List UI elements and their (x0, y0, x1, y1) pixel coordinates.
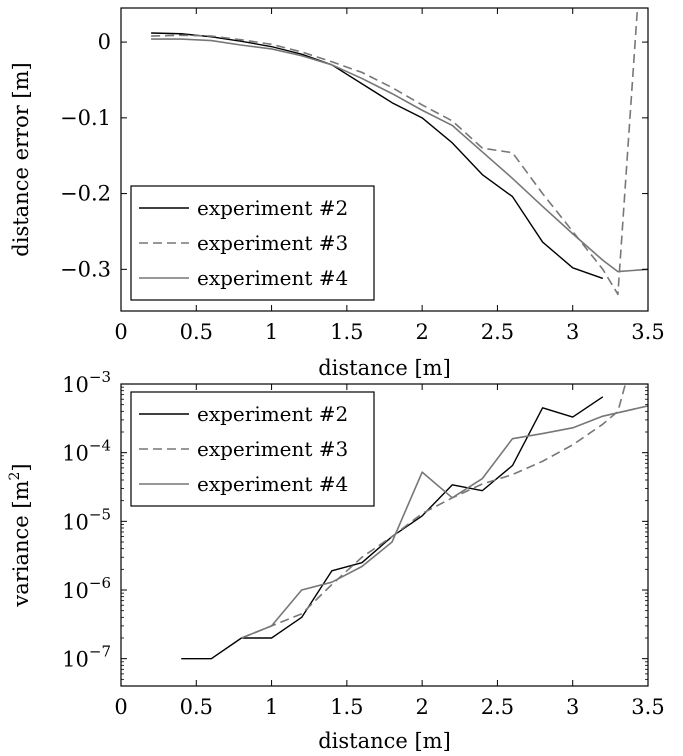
distance-error-x-tick-label: 0.5 (180, 320, 213, 344)
variance-series-layer (181, 384, 648, 660)
variance-x-tick-label: 3 (566, 695, 579, 719)
variance-y-axis-title-superscript: 2 (7, 472, 23, 481)
distance-error-y-tick-label: −0.1 (60, 106, 111, 130)
distance-error-x-tick-label: 3 (566, 320, 579, 344)
variance-y-tick-label: 10−7 (62, 643, 111, 672)
variance-y-axis-title-end: ] (9, 463, 33, 471)
distance-error-x-tick-label: 0 (114, 320, 127, 344)
distance-error-y-ticks: 0 −0.1 −0.2 −0.3 (60, 30, 648, 281)
variance-x-tick-label: 1.5 (330, 695, 363, 719)
variance-legend-box (130, 391, 375, 507)
distance-error-series-experiment-4-line (151, 38, 648, 273)
variance-chart: 0 0.5 1 1.5 2 2.5 3 3.5 10−7 10−6 10−5 10−4 10−3 di… (7, 368, 665, 753)
distance-error-x-tick-label: 3.5 (631, 320, 664, 344)
variance-legend-label-experiment-4: experiment #4 (197, 472, 348, 496)
variance-y-axis-title-base: variance [m (9, 480, 33, 607)
distance-error-plot-frame (120, 7, 649, 312)
distance-error-series-layer (151, 8, 648, 296)
variance-x-tick-label: 0 (114, 695, 127, 719)
distance-error-series-experiment-2-line (151, 32, 604, 280)
distance-error-legend-label-experiment-2: experiment #2 (197, 196, 348, 220)
variance-x-tick-label: 2 (415, 695, 428, 719)
distance-error-x-axis-title: distance [m] (318, 356, 451, 380)
distance-error-legend: experiment #2 experiment #3 experiment #4 (130, 185, 375, 301)
variance-x-tick-label: 2.5 (481, 695, 514, 719)
variance-legend-label-experiment-3: experiment #3 (197, 437, 348, 461)
distance-error-x-tick-label: 1 (265, 320, 278, 344)
distance-error-y-axis-title: distance error [m] (9, 62, 33, 256)
variance-legend: experiment #2 experiment #3 experiment #4 (130, 391, 375, 507)
variance-x-ticks: 0 0.5 1 1.5 2 2.5 3 3.5 (114, 384, 665, 719)
distance-error-chart: 0 0.5 1 1.5 2 2.5 3 3.5 0 −0.1 −0.2 −0.3 distance … (9, 7, 665, 380)
distance-error-y-tick-label: 0 (98, 30, 111, 54)
distance-error-x-tick-label: 2.5 (481, 320, 514, 344)
variance-series-experiment-4-line (241, 405, 648, 639)
distance-error-y-tick-label: −0.3 (60, 257, 111, 281)
variance-y-tick-label: 10−5 (62, 505, 111, 534)
variance-y-tick-label: 10−3 (62, 368, 111, 397)
variance-y-axis-title: variance [m2] (7, 463, 33, 607)
distance-error-x-tick-label: 1.5 (330, 320, 363, 344)
variance-x-axis-title: distance [m] (318, 729, 451, 753)
variance-y-tick-label: 10−4 (62, 437, 111, 466)
distance-error-x-tick-label: 2 (415, 320, 428, 344)
variance-y-tick-label: 10−6 (62, 574, 111, 603)
variance-x-tick-label: 0.5 (180, 695, 213, 719)
variance-x-tick-label: 1 (265, 695, 278, 719)
variance-y-ticks: 10−7 10−6 10−5 10−4 10−3 (62, 368, 648, 687)
distance-error-legend-label-experiment-4: experiment #4 (197, 266, 348, 290)
distance-error-x-ticks: 0 0.5 1 1.5 2 2.5 3 3.5 (114, 8, 665, 344)
distance-error-y-tick-label: −0.2 (60, 182, 111, 206)
variance-x-tick-label: 3.5 (631, 695, 664, 719)
variance-legend-label-experiment-2: experiment #2 (197, 402, 348, 426)
variance-plot-frame (120, 383, 649, 687)
distance-error-legend-label-experiment-3: experiment #3 (197, 231, 348, 255)
